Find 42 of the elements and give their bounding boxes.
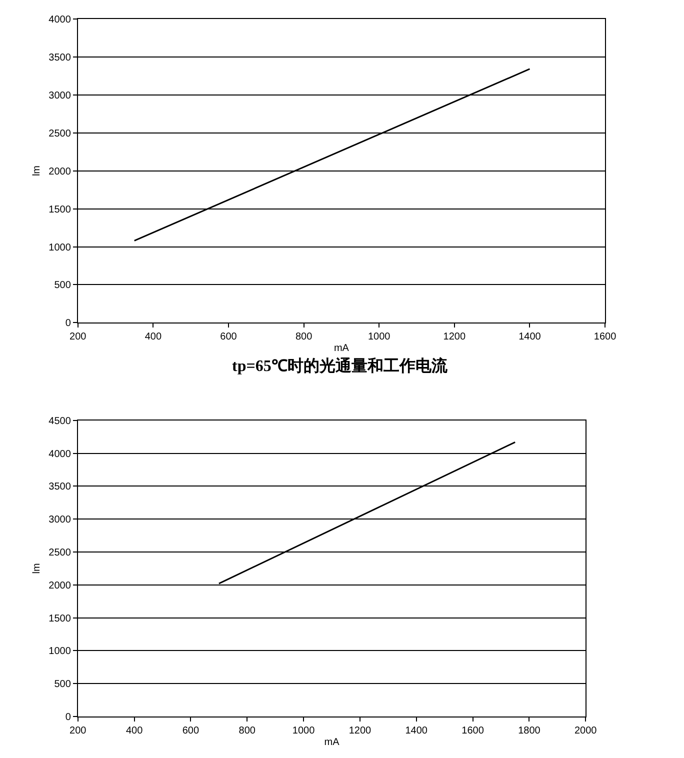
text: tp=65℃时的光通量和工作电流 <box>232 356 448 375</box>
x-tick-label: 600 <box>220 332 238 343</box>
y-tick-label: 3000 <box>48 514 72 526</box>
y-tick-label: 3000 <box>48 90 72 102</box>
x-tick-label: 400 <box>144 332 162 343</box>
y-axis-title: lm <box>32 563 43 574</box>
x-tick-label: 400 <box>126 725 144 736</box>
y-axis-title: lm <box>32 165 43 176</box>
y-tick-label: 500 <box>54 280 72 292</box>
x-tick-label: 200 <box>70 725 87 736</box>
y-tick-label: 0 <box>65 712 72 723</box>
x-axis-title: mA <box>324 736 340 748</box>
x-tick-label: 2000 <box>574 725 598 736</box>
x-tick-label: 800 <box>238 725 256 736</box>
x-tick-label: 1000 <box>368 332 391 343</box>
x-tick-label: 600 <box>182 725 200 736</box>
y-tick-label: 2500 <box>48 548 72 559</box>
y-tick-label: 3500 <box>48 52 72 64</box>
x-tick-label: 1400 <box>518 332 542 343</box>
y-tick-label: 3500 <box>48 482 72 493</box>
x-tick-label: 1000 <box>292 725 316 736</box>
y-tick-label: 2000 <box>48 166 72 178</box>
x-tick-label: 1600 <box>462 725 484 736</box>
y-tick-label: 1500 <box>48 613 72 624</box>
y-tick-label: 0 <box>65 318 72 330</box>
x-tick-label: 1200 <box>443 332 466 343</box>
x-tick-label: 1800 <box>518 725 541 736</box>
y-tick-label: 4000 <box>48 14 72 26</box>
y-tick-label: 1000 <box>48 242 72 254</box>
y-tick-label: 2500 <box>48 128 72 140</box>
y-tick-label: 500 <box>54 679 72 690</box>
x-tick-label: 200 <box>70 332 87 343</box>
y-tick-label: 4000 <box>48 448 72 460</box>
y-tick-label: 1000 <box>48 646 72 658</box>
y-tick-label: 1500 <box>48 204 72 216</box>
x-tick-label: 1400 <box>405 725 428 736</box>
y-tick-label: 4500 <box>48 416 72 427</box>
y-tick-label: 2000 <box>48 580 72 592</box>
x-axis-title: mA <box>334 343 350 354</box>
x-tick-label: 800 <box>295 332 313 343</box>
x-tick-label: 1200 <box>348 725 372 736</box>
x-tick-label: 1600 <box>594 332 617 343</box>
